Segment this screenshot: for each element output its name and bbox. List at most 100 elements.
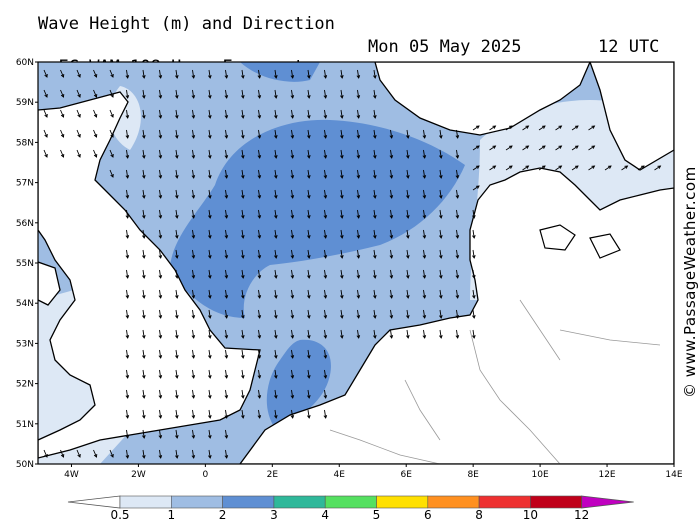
wave-arrow: [224, 389, 229, 399]
wave-arrow: [555, 165, 563, 171]
credit-watermark: © www.PassageWeather.com: [681, 166, 699, 398]
wave-arrow: [125, 429, 130, 439]
wave-arrow: [307, 349, 311, 359]
wave-arrow: [125, 89, 130, 99]
forecast-time: 12 UTC: [598, 37, 660, 57]
wave-arrow: [175, 329, 179, 339]
lat-label: 55N: [16, 259, 34, 269]
wave-arrow: [323, 209, 328, 219]
wave-arrow: [224, 269, 229, 279]
wave-arrow: [191, 269, 196, 279]
wave-arrow: [307, 169, 311, 179]
colorbar-label: 6: [424, 508, 432, 522]
wave-arrow: [274, 309, 278, 319]
wave-arrow: [257, 309, 262, 319]
wave-arrow: [241, 249, 245, 259]
high-wave-region-central: [170, 119, 465, 318]
wave-arrow: [356, 269, 361, 279]
wave-arrow: [455, 149, 460, 159]
wave-arrow: [224, 229, 229, 239]
lat-label: 57N: [16, 179, 34, 189]
wave-arrow: [257, 249, 262, 259]
wave-arrow: [307, 229, 311, 239]
wave-arrow: [224, 109, 229, 119]
wave-arrow: [422, 169, 427, 179]
colorbar-label: 12: [574, 508, 589, 522]
wave-arrow: [224, 209, 229, 219]
wave-arrow: [241, 69, 245, 79]
wave-arrow: [60, 149, 65, 158]
colorbar-label: 0.5: [110, 508, 129, 522]
wave-arrow: [489, 125, 497, 131]
wave-arrow: [191, 309, 196, 319]
wave-arrow: [538, 125, 546, 131]
wave-arrow: [621, 165, 629, 171]
wave-arrow: [224, 69, 229, 79]
wave-arrow: [125, 169, 130, 179]
wave-arrow: [290, 389, 295, 399]
wave-arrow: [175, 429, 179, 439]
wave-arrow: [208, 69, 212, 79]
wave-arrow: [290, 369, 295, 379]
wave-arrow: [588, 165, 596, 171]
wave-arrow: [439, 149, 443, 159]
wave-arrow: [208, 169, 212, 179]
wave-arrow: [224, 429, 229, 439]
wave-arrow: [323, 289, 328, 299]
wave-arrow: [125, 69, 130, 79]
wave-arrow: [290, 189, 295, 199]
wave-arrow: [389, 309, 394, 319]
wave-arrow: [373, 249, 377, 259]
wave-arrow: [571, 145, 579, 151]
wave-arrow: [290, 209, 295, 219]
wave-arrow: [191, 369, 196, 379]
wave-arrow: [472, 249, 476, 259]
wave-arrow: [241, 129, 245, 139]
wave-arrow: [224, 189, 229, 199]
wave-arrow: [158, 289, 163, 299]
wave-arrow: [93, 89, 98, 98]
lat-label: 52N: [16, 380, 34, 390]
wave-arrow: [472, 209, 476, 219]
wave-arrow: [555, 145, 563, 151]
wave-arrow: [422, 229, 427, 239]
wave-arrow: [290, 229, 295, 239]
wave-arrow: [406, 229, 410, 239]
colorbar-segment: [376, 495, 429, 509]
wave-arrow: [257, 409, 262, 419]
wave-arrow: [257, 229, 262, 239]
wave-arrow: [158, 369, 163, 379]
wave-arrow: [241, 349, 245, 359]
wave-arrow: [373, 129, 377, 139]
wave-arrow: [389, 189, 394, 199]
lon-label: 10E: [532, 470, 549, 480]
wave-arrow: [158, 409, 163, 419]
wave-arrow: [290, 89, 295, 99]
wave-arrow: [109, 69, 114, 78]
wave-arrow: [422, 149, 427, 159]
wave-arrow: [588, 145, 596, 151]
wave-arrow: [158, 329, 163, 339]
wave-arrow: [158, 269, 163, 279]
wave-arrow: [389, 169, 394, 179]
wave-arrow: [175, 209, 179, 219]
lon-label: 12E: [598, 470, 615, 480]
wave-arrow: [257, 329, 262, 339]
wave-arrow: [208, 429, 212, 439]
wave-arrow: [439, 249, 443, 259]
wave-arrow: [422, 129, 427, 139]
wave-arrow: [142, 69, 146, 79]
lon-label: 0: [203, 470, 209, 480]
lat-label: 59N: [16, 98, 34, 108]
wave-arrow: [224, 449, 229, 459]
wave-arrow: [208, 149, 212, 159]
wave-arrow: [455, 229, 460, 239]
wave-arrow: [439, 329, 443, 339]
wave-arrow: [290, 129, 295, 139]
wave-arrow: [323, 349, 328, 359]
wave-arrow: [175, 229, 179, 239]
wave-arrow: [191, 209, 196, 219]
wave-arrow: [274, 409, 278, 419]
colorbar-segment: [530, 495, 583, 509]
